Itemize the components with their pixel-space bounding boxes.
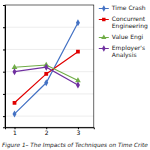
legend-entry: Value Engi bbox=[99, 33, 144, 41]
legend-label: Time Crash bbox=[111, 4, 146, 11]
series-marker bbox=[13, 101, 17, 105]
x-tick-label: 1 bbox=[13, 129, 17, 136]
y-tick bbox=[3, 72, 5, 73]
legend-swatch-marker bbox=[102, 45, 106, 51]
legend: Time Crash ConcurrentEngineering Value Eng… bbox=[99, 4, 148, 59]
series-marker bbox=[76, 82, 80, 89]
series-marker bbox=[76, 19, 80, 26]
legend-label-line: Concurrent bbox=[112, 15, 146, 22]
legend-label-line: Time Crash bbox=[111, 4, 146, 11]
x-axis: 1 2 3 bbox=[6, 127, 95, 136]
legend-swatch-marker bbox=[102, 18, 105, 21]
legend-label-line: Value Engi bbox=[112, 33, 144, 41]
x-tick: 3 bbox=[77, 127, 81, 136]
y-tick-mark bbox=[3, 72, 5, 73]
y-tick-mark bbox=[3, 116, 5, 117]
chart-container: Time Crash ConcurrentEngineering Value Eng… bbox=[0, 0, 150, 150]
grid bbox=[5, 27, 94, 116]
grid-line bbox=[5, 27, 94, 28]
y-tick bbox=[3, 49, 5, 50]
legend-entry: Time Crash bbox=[99, 4, 146, 12]
grid-line bbox=[5, 49, 94, 50]
plot-area bbox=[12, 19, 81, 117]
x-tick: 1 bbox=[13, 127, 17, 136]
legend-label: ConcurrentEngineering bbox=[112, 15, 148, 30]
legend-swatch-marker bbox=[101, 34, 106, 39]
series-marker bbox=[13, 68, 17, 75]
legend-label-line: Engineering bbox=[112, 22, 148, 30]
y-tick-mark bbox=[3, 49, 5, 50]
series-marker bbox=[12, 64, 18, 69]
y-axis bbox=[3, 6, 6, 128]
grid-line bbox=[5, 93, 94, 94]
series-line bbox=[15, 52, 78, 103]
y-tick bbox=[3, 94, 5, 95]
y-tick bbox=[3, 27, 5, 28]
legend-label: Employer'sAnalysis bbox=[112, 44, 145, 59]
y-tick-mark bbox=[3, 94, 5, 95]
legend-entry: ConcurrentEngineering bbox=[99, 15, 148, 30]
y-tick-mark bbox=[3, 27, 5, 28]
series-marker bbox=[44, 64, 48, 71]
legend-swatch-marker bbox=[102, 5, 106, 11]
plot-frame bbox=[5, 5, 94, 127]
series-marker bbox=[75, 77, 81, 82]
grid-line bbox=[5, 116, 94, 117]
y-tick bbox=[3, 116, 5, 117]
legend-label-line: Analysis bbox=[112, 51, 137, 59]
chart-svg: Time Crash ConcurrentEngineering Value Eng… bbox=[0, 0, 150, 150]
x-tick-label: 3 bbox=[77, 129, 81, 136]
legend-entry: Employer'sAnalysis bbox=[99, 44, 145, 59]
x-tick-label: 2 bbox=[45, 129, 49, 136]
series-marker bbox=[44, 72, 48, 76]
y-axis-line bbox=[3, 6, 6, 128]
x-tick: 2 bbox=[45, 127, 49, 136]
series-marker bbox=[76, 50, 80, 54]
x-axis-line bbox=[6, 128, 95, 130]
series-marker bbox=[13, 110, 17, 117]
legend-label: Value Engi bbox=[112, 33, 144, 41]
chart-title: Figure 1– The Impacts of Techniques on T… bbox=[2, 142, 148, 149]
series-line bbox=[15, 23, 78, 114]
series-marker bbox=[44, 79, 48, 86]
